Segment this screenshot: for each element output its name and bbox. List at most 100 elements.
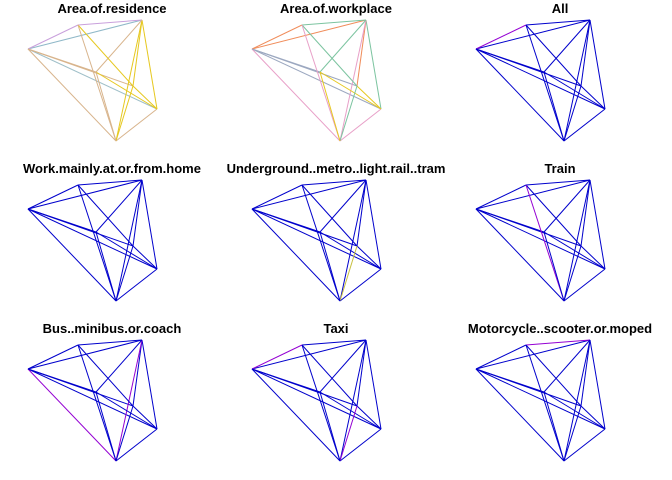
network-edge	[563, 405, 582, 462]
network-edge	[319, 391, 382, 430]
network-edge	[563, 19, 591, 142]
network-edge	[95, 339, 143, 393]
network-edge	[301, 179, 367, 186]
network-edge	[27, 339, 143, 370]
network-edge	[27, 179, 143, 210]
network-edge	[543, 19, 591, 73]
network-panel: Train	[475, 161, 606, 302]
network-edge	[251, 208, 321, 233]
network-edge	[475, 48, 565, 142]
network-edge	[319, 391, 341, 462]
network-edge	[475, 24, 527, 50]
network-edge	[132, 339, 143, 407]
network-edge	[543, 391, 565, 462]
network-edge	[525, 24, 582, 87]
network-edge	[580, 339, 591, 407]
network-edge	[589, 339, 606, 430]
network-edge	[365, 19, 382, 110]
network-edge	[543, 179, 591, 233]
network-edge	[301, 344, 358, 407]
network-edge	[27, 368, 97, 393]
network-edge	[95, 391, 158, 430]
network-panel: Taxi	[251, 321, 382, 462]
network-edge	[319, 19, 367, 73]
network-edge	[580, 405, 606, 430]
network-edge	[301, 19, 367, 26]
network-edge	[251, 48, 321, 73]
network-panel: Work.mainly.at.or.from.home	[23, 161, 201, 302]
network-edge	[339, 19, 367, 142]
network-edge	[95, 19, 143, 73]
panel-title: Area.of.workplace	[280, 1, 392, 16]
network-edge	[27, 208, 117, 302]
network-edge	[475, 208, 606, 270]
network-edge	[589, 179, 606, 270]
network-edge	[525, 184, 565, 302]
network-edge	[475, 368, 545, 393]
network-edge	[301, 339, 367, 346]
network-edge	[475, 179, 591, 210]
network-edge	[251, 19, 367, 50]
network-edge	[77, 179, 143, 186]
network-edge	[580, 179, 591, 247]
network-panel: Motorcycle..scooter.or.moped	[468, 321, 652, 462]
network-edge	[580, 85, 606, 110]
network-edge	[115, 339, 143, 462]
network-edge	[251, 344, 303, 370]
network-edge	[141, 19, 158, 110]
network-edge	[77, 344, 117, 462]
network-edge	[77, 339, 143, 346]
network-edge	[251, 208, 382, 270]
network-edge	[580, 19, 591, 87]
network-edge	[77, 184, 117, 302]
panel-title: Train	[544, 161, 575, 176]
network-edge	[115, 405, 134, 462]
network-edge	[251, 368, 321, 393]
network-edge	[251, 179, 367, 210]
network-panel: Underground..metro..light.rail..tram	[227, 161, 445, 302]
network-edge	[475, 48, 545, 73]
network-edge	[339, 339, 367, 462]
network-edge	[475, 339, 591, 370]
network-edge	[77, 344, 134, 407]
network-edge	[115, 179, 143, 302]
network-edge	[525, 339, 591, 346]
network-edge	[115, 268, 158, 302]
network-edge	[589, 19, 606, 110]
network-edge	[301, 24, 341, 142]
network-edge	[356, 245, 382, 270]
network-edge	[475, 368, 565, 462]
network-edge	[339, 268, 382, 302]
network-edge	[27, 48, 158, 110]
network-edge	[339, 179, 367, 302]
panel-title: Bus..minibus.or.coach	[43, 321, 182, 336]
network-edge	[365, 339, 382, 430]
network-edge	[475, 208, 565, 302]
network-edge	[525, 344, 565, 462]
network-edge	[563, 108, 606, 142]
network-edge	[141, 339, 158, 430]
network-edge	[563, 428, 606, 462]
network-edge	[95, 231, 117, 302]
network-edge	[27, 48, 97, 73]
network-edge	[475, 19, 591, 50]
network-edge	[251, 48, 341, 142]
network-edge	[543, 71, 565, 142]
network-edge	[251, 208, 341, 302]
network-edge	[27, 208, 97, 233]
network-edge	[543, 339, 591, 393]
network-edge	[475, 368, 606, 430]
network-edge	[563, 268, 606, 302]
network-edge	[77, 24, 117, 142]
network-edge	[27, 24, 79, 50]
network-edge	[543, 391, 606, 430]
network-edge	[95, 179, 143, 233]
network-edge	[563, 85, 582, 142]
network-edge	[301, 344, 341, 462]
network-edge	[251, 48, 382, 110]
network-edge	[475, 184, 527, 210]
network-edge	[301, 184, 341, 302]
network-edge	[251, 339, 367, 370]
network-edge	[27, 368, 158, 430]
